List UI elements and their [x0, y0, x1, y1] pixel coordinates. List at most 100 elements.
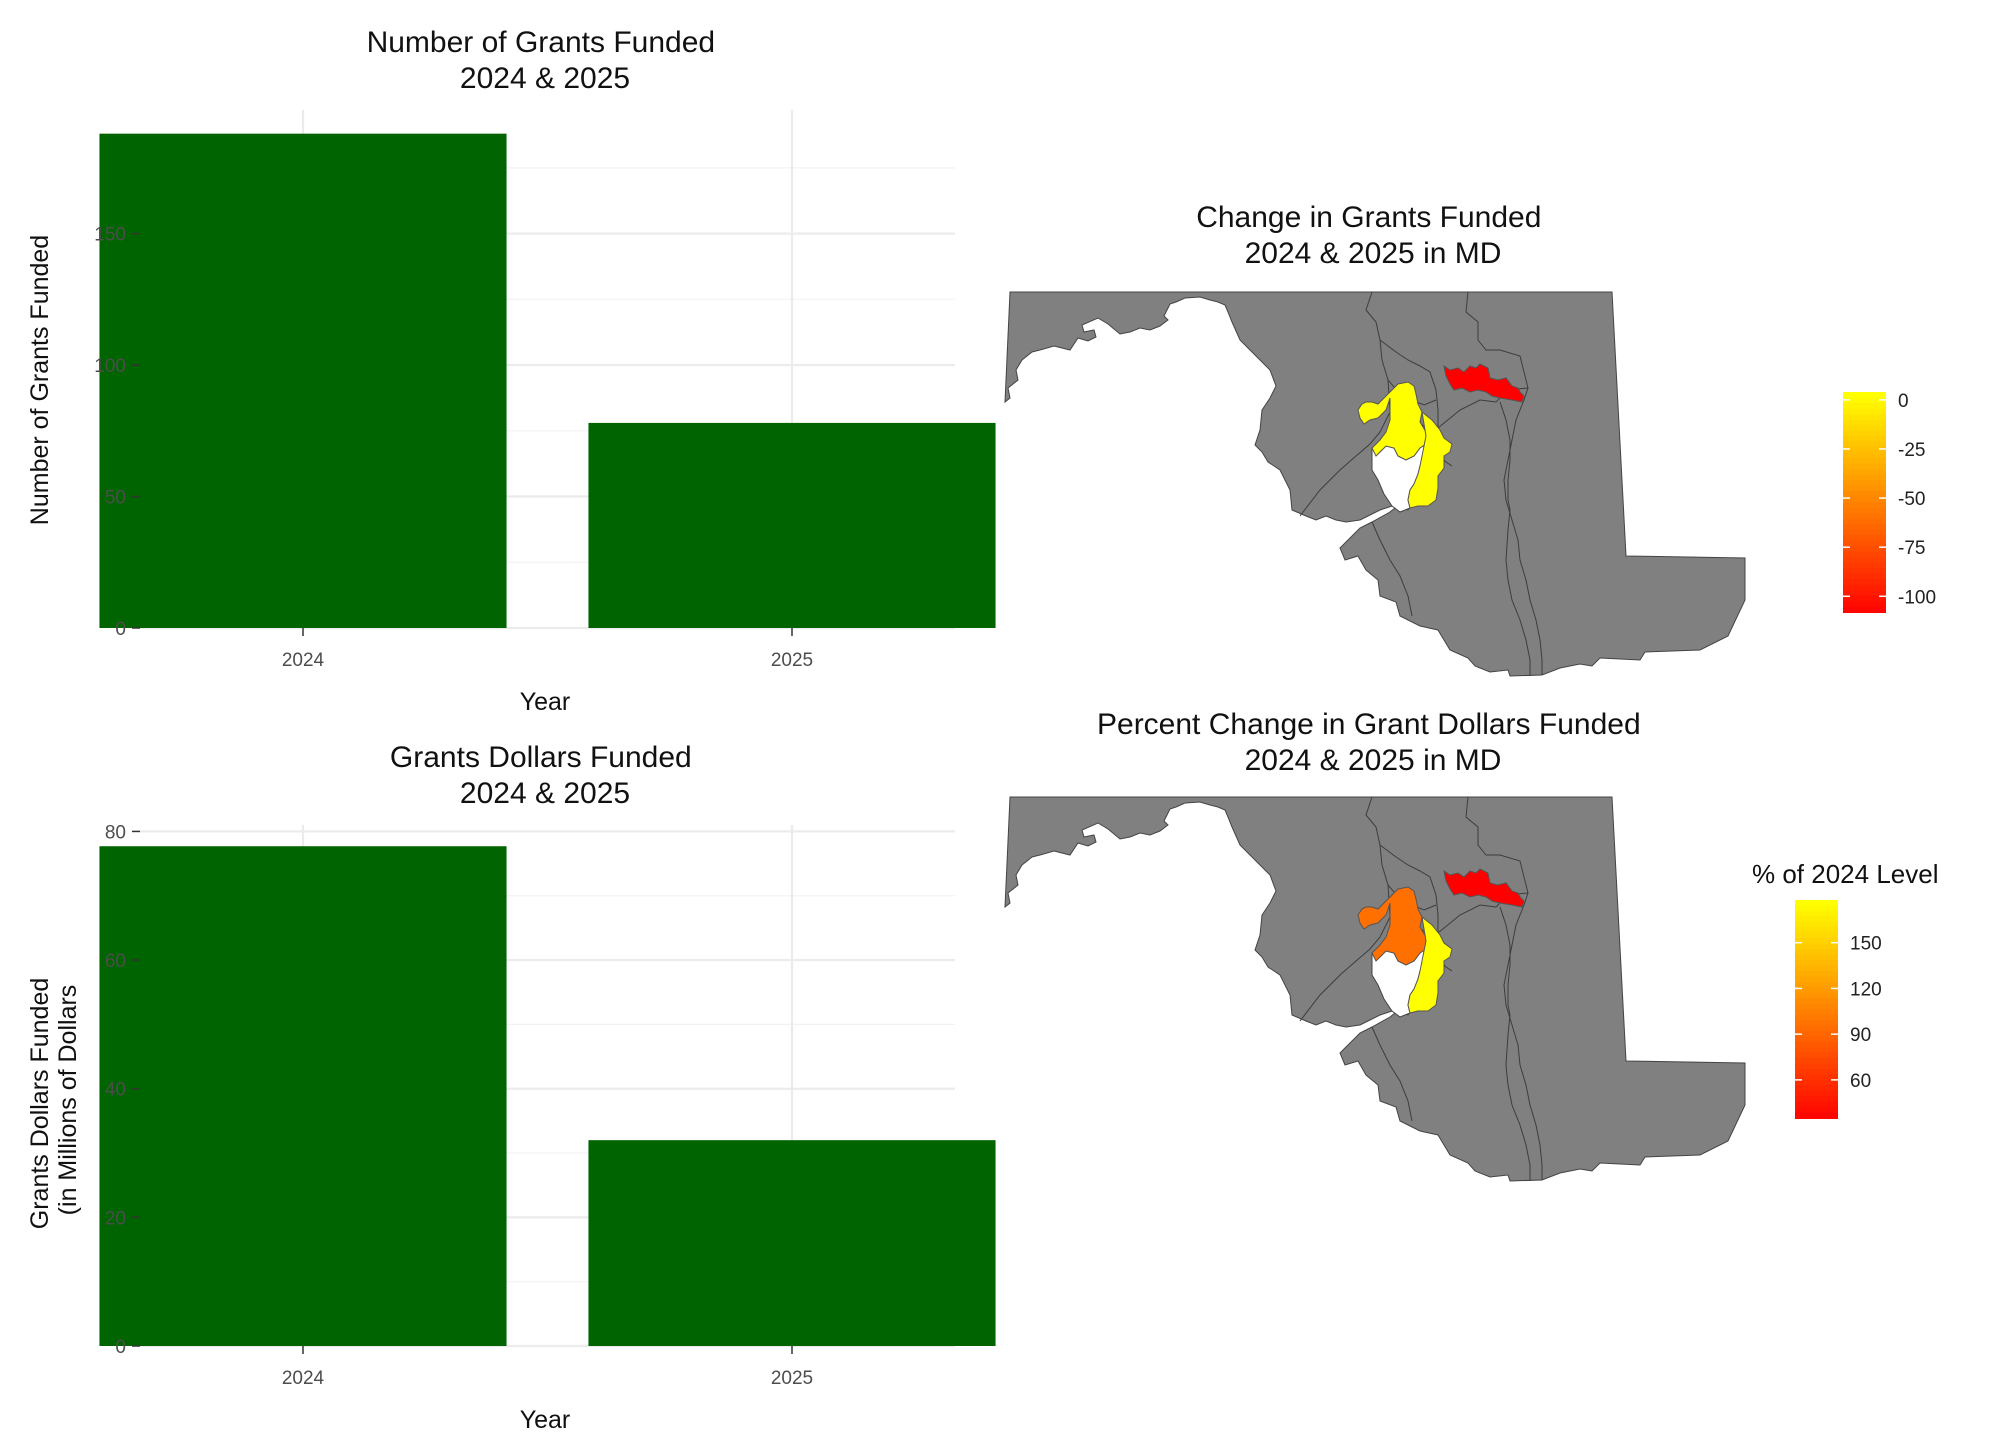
- county-border: [1379, 844, 1439, 933]
- legend-tick-label: -50: [1898, 489, 1925, 510]
- legend-gradient-step: [1843, 397, 1886, 404]
- legend-gradient-step: [1795, 976, 1838, 983]
- state-outline: [1004, 291, 1746, 677]
- legend-gradient-step: [1843, 540, 1886, 547]
- legend-gradient-step: [1795, 910, 1838, 918]
- legend-gradient-step: [1843, 425, 1886, 432]
- legend-gradient-step: [1795, 981, 1838, 989]
- y-tick-label: 150: [94, 225, 126, 246]
- county-border: [1499, 906, 1531, 1181]
- legend-gradient-step: [1843, 441, 1886, 448]
- legend-gradient-step: [1843, 551, 1886, 558]
- legend-gradient-step: [1795, 1068, 1838, 1076]
- grants-dollars-bar-chart: Grants Dollars Funded 2024 & 2025 0 20 40 6…: [26, 741, 996, 1434]
- county-border: [1371, 521, 1413, 617]
- legend-gradient-step: [1843, 584, 1886, 591]
- legend-gradient-step: [1795, 943, 1838, 951]
- legend-gradient-step: [1843, 419, 1886, 426]
- y-tick-label: 20: [105, 1208, 126, 1229]
- legend-gradient-step: [1843, 491, 1886, 498]
- highlighted-county: [1443, 868, 1525, 908]
- county-border: [1379, 339, 1439, 428]
- chart-title-line-1: Grants Dollars Funded: [390, 741, 692, 774]
- chart-title-line-1: Number of Grants Funded: [367, 26, 716, 59]
- highlighted-county: [1357, 886, 1427, 966]
- legend-gradient-step: [1795, 992, 1838, 1000]
- legend-gradient-step: [1843, 562, 1886, 569]
- percent-change-dollars-map: Percent Change in Grant Dollars Funded 2…: [1004, 708, 1938, 1182]
- legend-gradient-step: [1795, 1096, 1838, 1103]
- map-title: Percent Change in Grant Dollars Funded 2…: [1097, 708, 1649, 777]
- maryland-map: [1004, 291, 1746, 677]
- legend-tick-label: 90: [1850, 1025, 1871, 1046]
- county-border: [1499, 401, 1531, 676]
- legend-gradient-step: [1843, 452, 1886, 459]
- map-title-line-2: 2024 & 2025 in MD: [1245, 744, 1502, 777]
- legend-gradient-step: [1843, 546, 1886, 553]
- y-axis-title: Number of Grants Funded: [26, 235, 54, 525]
- legend-tick-label: 150: [1850, 934, 1882, 955]
- county-border: [1299, 411, 1391, 517]
- legend-tick-label: 120: [1850, 979, 1882, 1000]
- county-border: [1371, 1026, 1413, 1122]
- legend-gradient-step: [1843, 507, 1886, 514]
- highlighted-county: [1357, 381, 1427, 461]
- legend-gradient-step: [1843, 414, 1886, 421]
- change-in-grants-map: Change in Grants Funded 2024 & 2025 in M…: [1004, 201, 1936, 677]
- bars: [99, 133, 996, 628]
- map-title-line-2: 2024 & 2025 in MD: [1245, 237, 1502, 270]
- legend-gradient-step: [1795, 1074, 1838, 1081]
- y-axis-title: Grants Dollars Funded (in Millions of Do…: [26, 971, 82, 1229]
- chart-title: Grants Dollars Funded 2024 & 2025: [390, 741, 700, 810]
- legend-tick-label: 60: [1850, 1071, 1871, 1092]
- legend-gradient-step: [1843, 535, 1886, 542]
- y-tick-label: 100: [94, 356, 126, 377]
- legend-gradient-step: [1843, 474, 1886, 481]
- bar-2024: [99, 133, 507, 628]
- x-tick-label: 2025: [771, 1368, 813, 1389]
- legend-gradient-step: [1795, 1107, 1838, 1114]
- color-legend: 0 -25 -50 -75 -100: [1843, 391, 1936, 613]
- y-axis-ticks: 0 20 40 60 80: [105, 822, 140, 1358]
- legend-gradient-step: [1843, 392, 1886, 399]
- legend-gradient-step: [1795, 916, 1838, 923]
- legend-gradient-step: [1795, 998, 1838, 1005]
- x-axis-ticks: 2024 2025: [282, 628, 813, 671]
- legend-gradient-step: [1795, 1052, 1838, 1060]
- legend-gradient-step: [1843, 469, 1886, 476]
- y-tick-label: 60: [105, 951, 126, 972]
- map-title-line-1: Percent Change in Grant Dollars Funded: [1097, 708, 1641, 741]
- legend-gradient-step: [1795, 965, 1838, 972]
- y-axis-title-line-1: Grants Dollars Funded: [26, 978, 54, 1230]
- y-tick-label: 80: [105, 822, 126, 843]
- legend-tick-label: -100: [1898, 587, 1936, 608]
- legend-gradient-step: [1843, 579, 1886, 586]
- legend-gradient-step: [1795, 1112, 1838, 1119]
- y-tick-label: 0: [115, 619, 126, 640]
- county-border: [1465, 291, 1529, 389]
- legend-gradient-step: [1843, 496, 1886, 503]
- legend-tick-label: -75: [1898, 538, 1925, 559]
- legend-gradient-step: [1795, 921, 1838, 929]
- legend-gradient-step: [1795, 954, 1838, 961]
- legend-gradient-step: [1795, 959, 1838, 967]
- legend-gradient-step: [1795, 938, 1838, 945]
- x-axis-title: Year: [520, 1406, 571, 1434]
- bar-2025: [588, 1140, 996, 1346]
- county-border: [1465, 796, 1529, 894]
- legend-gradient-step: [1795, 1058, 1838, 1065]
- y-axis-title-line-2: (in Millions of Dollars: [54, 985, 82, 1216]
- legend-gradient-step: [1843, 524, 1886, 531]
- legend-gradient-step: [1795, 1079, 1838, 1087]
- legend-gradient-step: [1843, 518, 1886, 525]
- maryland-map: [1004, 796, 1746, 1182]
- legend-tick-label: 0: [1898, 391, 1909, 412]
- legend-gradient-step: [1843, 436, 1886, 443]
- legend-gradient-step: [1795, 932, 1838, 940]
- grants-count-bar-chart: Number of Grants Funded 2024 & 2025 0 50 1…: [26, 26, 996, 716]
- legend-gradient-step: [1843, 408, 1886, 415]
- legend-gradient-step: [1843, 447, 1886, 454]
- legend-gradient-step: [1843, 458, 1886, 465]
- legend-gradient-step: [1843, 480, 1886, 487]
- x-tick-label: 2024: [282, 1368, 325, 1389]
